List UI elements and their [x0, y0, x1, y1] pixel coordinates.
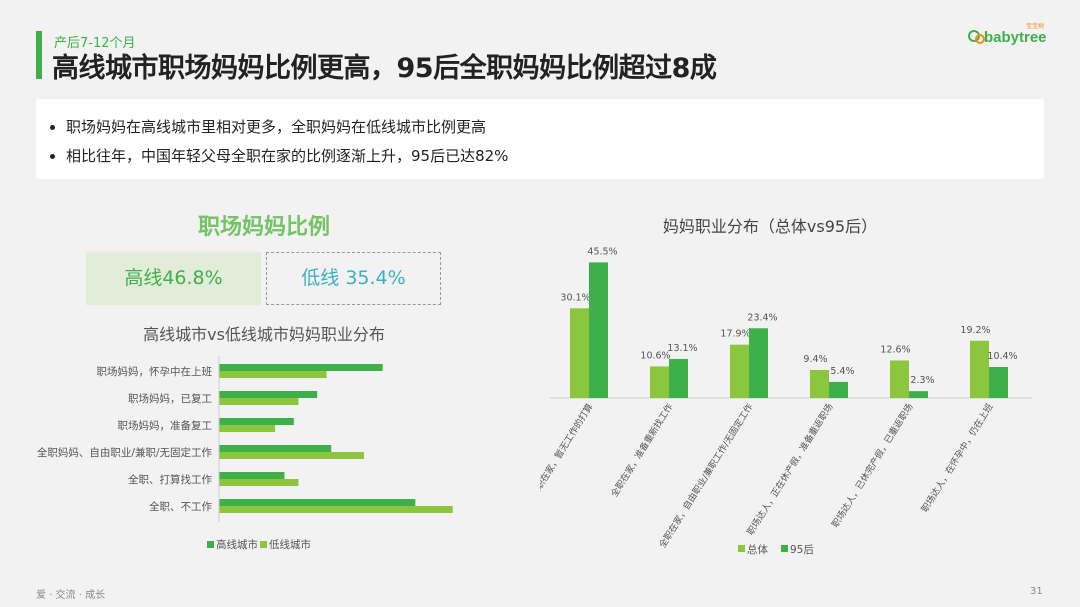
babytree-logo: babytree 宝宝树 [968, 23, 1048, 50]
category-label: 职场妈妈，怀孕中在上班 [97, 365, 213, 378]
data-label: 30.1% [560, 292, 590, 303]
category-label: 职场妈妈，已复工 [128, 392, 212, 405]
summary-box: 职场妈妈在高线城市里相对更多，全职妈妈在低线城市比例更高 相比往年，中国年轻父母… [36, 99, 1044, 179]
right-chart-title: 妈妈职业分布（总体vs95后） [662, 217, 878, 236]
bar-overall [890, 360, 909, 398]
category-label: 职场达人，在怀孕中，仍在上班 [919, 401, 996, 514]
data-label: 10.4% [987, 351, 1017, 362]
bar-low-tier [219, 398, 299, 405]
bar-post95 [829, 381, 848, 398]
page-number: 31 [1030, 586, 1043, 597]
data-label: 10.6% [640, 350, 670, 361]
data-label: 9.4% [803, 354, 827, 365]
bar-high-tier [219, 472, 285, 479]
bar-post95 [749, 328, 768, 398]
high-tier-ratio: 高线46.8% [86, 252, 261, 305]
bar-post95 [989, 367, 1008, 398]
data-label: 13.1% [667, 343, 697, 354]
data-label: 2.3% [910, 375, 934, 386]
bar-high-tier [219, 418, 294, 425]
city-tier-bar-chart: 职场妈妈，怀孕中在上班职场妈妈，已复工职场妈妈，准备复工全职妈妈、自由职业/兼职… [37, 356, 453, 551]
category-label: 全职妈妈、自由职业/兼职/无固定工作 [37, 446, 213, 459]
occupation-bar-chart: 30.1% 45.5% 全职在家，暂无工作的打算 10.6%13.1% 全职在家，准备重… [540, 246, 1032, 556]
data-label: 19.2% [960, 325, 990, 336]
bar-overall [810, 369, 829, 398]
summary-bullet: 相比往年，中国年轻父母全职在家的比例逐渐上升，95后已达82% [66, 142, 1044, 171]
tree-icon [968, 30, 985, 44]
data-label: 45.5% [587, 246, 617, 257]
legend-swatch [207, 541, 214, 548]
data-label: 5.4% [830, 366, 854, 377]
category-label: 全职在家，准备重新找工作 [608, 401, 675, 499]
category-label: 职场达人，正在休产假，准备重返职场 [744, 401, 835, 537]
legend-swatch [260, 541, 267, 548]
bar-post95 [909, 391, 928, 398]
section-subtitle: 产后7-12个月 [54, 36, 136, 51]
bar-high-tier [219, 499, 416, 506]
bar-low-tier [219, 506, 453, 513]
data-label: 17.9% [720, 329, 750, 340]
summary-bullet: 职场妈妈在高线城市里相对更多，全职妈妈在低线城市比例更高 [66, 113, 1044, 142]
left-chart-title: 高线城市vs低线城市妈妈职业分布 [143, 325, 385, 344]
legend-label: 总体 [747, 543, 768, 556]
data-label: 12.6% [880, 344, 910, 355]
legend-swatch [781, 545, 788, 552]
bar-low-tier [219, 479, 299, 486]
ratio-title: 职场妈妈比例 [197, 215, 330, 240]
low-tier-ratio: 低线 35.4% [266, 252, 441, 305]
category-label: 职场达人，已休完产假，已重返职场 [829, 401, 915, 529]
category-label: 全职、打算找工作 [128, 473, 212, 486]
footer-slogan: 爱 · 交流 · 成长 [36, 590, 106, 601]
title-accent-bar [36, 31, 42, 79]
legend-label: 95后 [790, 544, 814, 556]
bar-high-tier [219, 391, 318, 398]
logo-cn: 宝宝树 [1026, 23, 1045, 30]
bar-overall [650, 366, 669, 398]
bar-post95 [589, 262, 608, 398]
legend-label: 高线城市 [216, 538, 258, 551]
bar-post95 [669, 358, 688, 398]
data-label: 23.4% [747, 312, 777, 323]
legend-swatch [738, 545, 745, 552]
bar-low-tier [219, 371, 327, 378]
legend-label: 低线城市 [269, 538, 311, 551]
bar-low-tier [219, 452, 364, 459]
bar-low-tier [219, 425, 276, 432]
page-title: 高线城市职场妈妈比例更高，95后全职妈妈比例超过8成 [52, 53, 717, 84]
bar-overall [970, 340, 989, 398]
bar-high-tier [219, 364, 383, 371]
category-label: 全职在家，自由职业/兼职工作/无固定工作 [656, 401, 755, 550]
bar-high-tier [219, 445, 332, 452]
bar-overall [730, 344, 749, 398]
logo-text: babytree [984, 29, 1047, 46]
category-label: 全职、不工作 [149, 500, 212, 513]
category-label: 全职在家，暂无工作的打算 [540, 401, 596, 499]
category-label: 职场妈妈，准备复工 [118, 419, 213, 432]
bar-overall [570, 308, 589, 398]
